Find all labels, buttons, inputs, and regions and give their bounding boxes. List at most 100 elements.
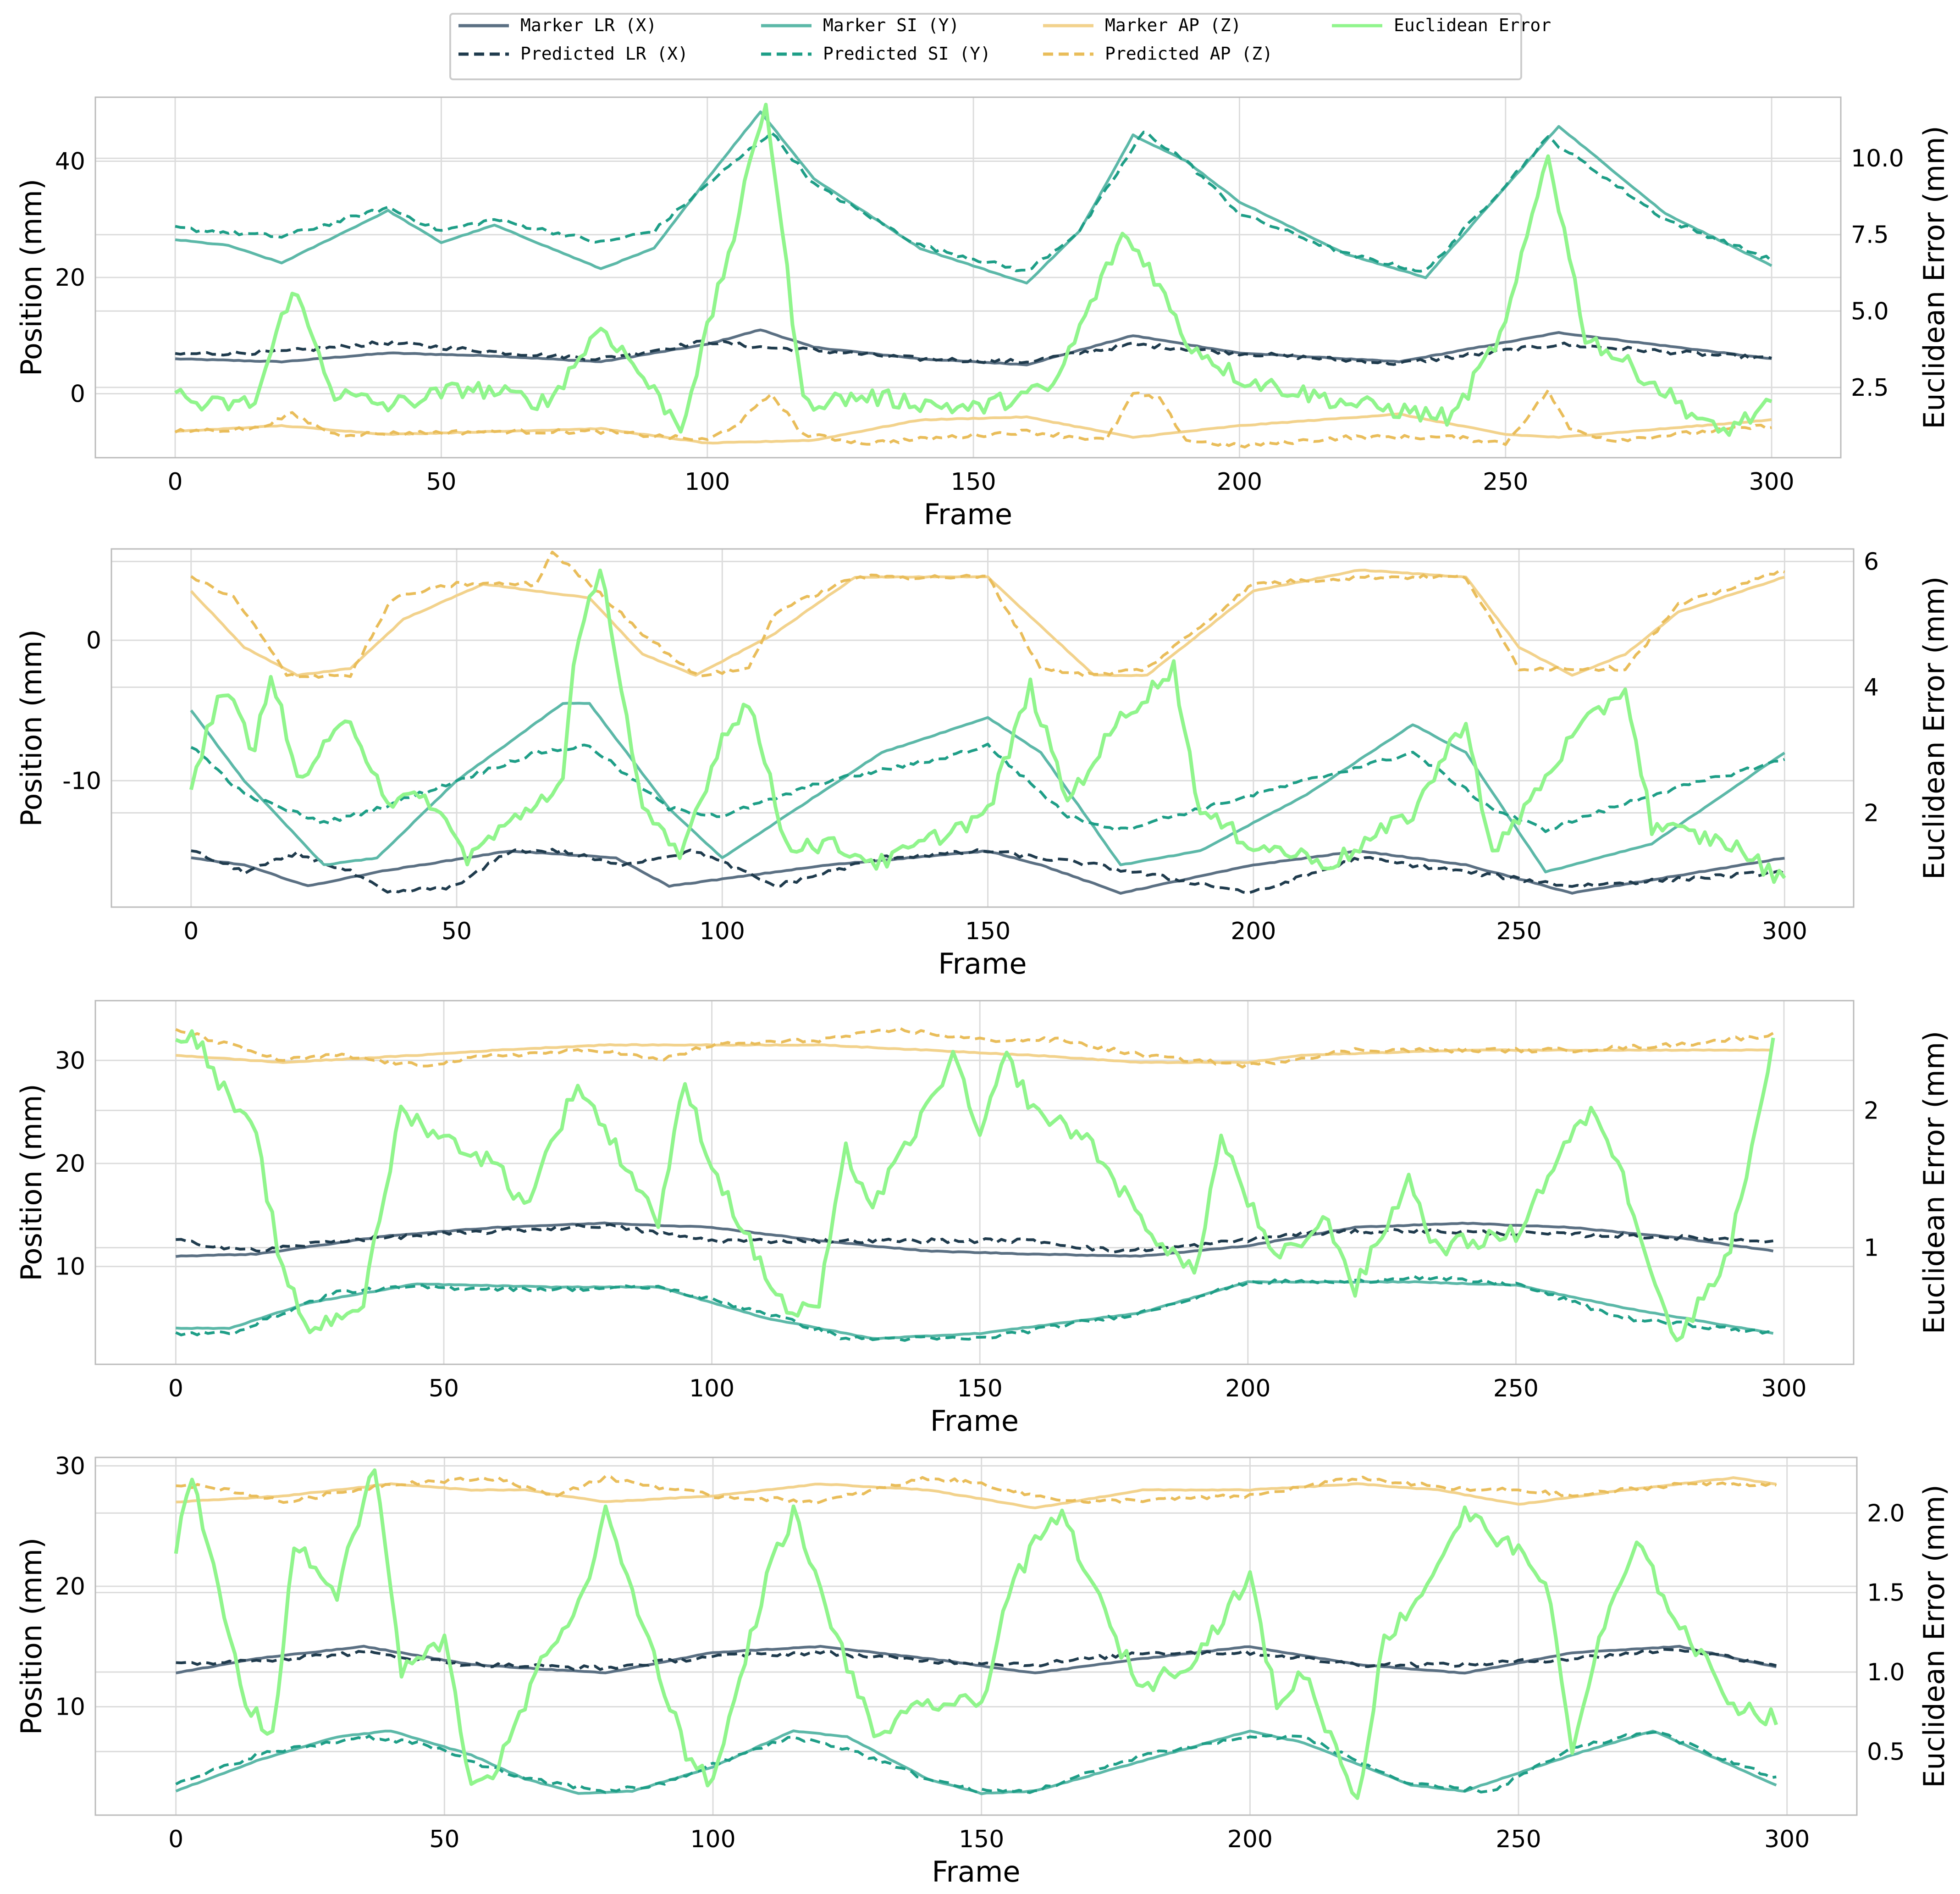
x-tick-label: 200 [1231, 918, 1276, 945]
x-tick-label: 150 [959, 1826, 1004, 1853]
x-tick-label: 200 [1225, 1375, 1270, 1402]
x-tick-label: 0 [168, 1375, 183, 1402]
y2-tick-label: 5.0 [1851, 298, 1889, 325]
y-tick-label: 0 [70, 381, 85, 408]
series-line-marker-ap [190, 569, 1785, 677]
y-tick-label: 10 [55, 1253, 85, 1281]
chart-panel-2: 0 50 100 150 200 250 300 -10 0 2 4 6 Frame Position (… [15, 548, 1951, 980]
legend-entry: Predicted AP (Z) [1043, 44, 1273, 64]
y2-axis-title: Euclidean Error (mm) [1917, 126, 1951, 429]
series-line-predicted-lr [191, 847, 1785, 895]
y2-tick-label: 2 [1864, 799, 1879, 827]
plot-frame [94, 1000, 1855, 1365]
plot-frame [110, 548, 1855, 908]
series-group [175, 1026, 1775, 1342]
y2-tick-label: 10.0 [1851, 145, 1904, 172]
chart-panel-4: 0 50 100 150 200 250 300 10 20 30 0.5 1.0 1.5 2.0 Fram… [15, 1452, 1951, 1888]
series-line-marker-lr [175, 328, 1772, 366]
x-tick-label: 100 [685, 468, 730, 496]
plot-area [111, 549, 1854, 907]
y2-axis-title: Euclidean Error (mm) [1917, 1031, 1951, 1335]
y-axis-title: Position (mm) [15, 179, 48, 376]
x-tick-label: 100 [700, 918, 745, 945]
legend-label: Marker SI (Y) [823, 15, 959, 35]
legend-entry: Marker SI (Y) [761, 15, 959, 35]
series-line-predicted-lr [176, 1223, 1774, 1254]
y-tick-label: 40 [55, 148, 85, 175]
x-tick-label: 150 [957, 1375, 1003, 1402]
legend: Marker LR (X) Predicted LR (X) Marker SI (… [449, 13, 1551, 80]
x-tick-label: 0 [168, 468, 183, 496]
y-tick-label: -10 [62, 767, 101, 795]
legend-label: Marker AP (Z) [1105, 15, 1241, 35]
series-line-predicted-lr [175, 339, 1772, 366]
y-tick-label: 20 [55, 1150, 85, 1178]
series-group [189, 550, 1786, 895]
x-tick-label: 200 [1227, 1826, 1273, 1853]
legend-entry: Euclidean Error [1332, 15, 1551, 35]
y-axis-title: Position (mm) [15, 1084, 48, 1281]
y2-tick-label: 1.0 [1867, 1659, 1905, 1686]
x-tick-label: 300 [1762, 918, 1807, 945]
grid [95, 1001, 1854, 1364]
plot-area [95, 1457, 1857, 1815]
legend-entry: Predicted SI (Y) [761, 44, 991, 64]
x-tick-label: 300 [1761, 1375, 1806, 1402]
x-axis-title: Frame [932, 1855, 1020, 1888]
legend-entry: Predicted LR (X) [458, 44, 688, 64]
plot-frame [94, 96, 1842, 459]
chart-panel-3: 0 50 100 150 200 250 300 10 20 30 1 2 Frame Position … [15, 1000, 1951, 1438]
y2-axis-title: Euclidean Error (mm) [1917, 576, 1951, 880]
legend-entry: Marker AP (Z) [1043, 15, 1241, 35]
series-line-predicted-ap [174, 388, 1772, 449]
y-tick-label: 30 [55, 1452, 85, 1480]
legend-label: Euclidean Error [1394, 15, 1551, 35]
y-tick-label: 0 [86, 627, 101, 654]
chart-panel-1: 0 50 100 150 200 250 300 0 20 40 2.5 5.0 7.5 10.0 Fram… [15, 96, 1951, 531]
series-line-predicted-si [175, 1730, 1777, 1794]
x-tick-label: 0 [168, 1826, 183, 1853]
series-line-error [174, 1468, 1778, 1800]
y2-tick-label: 6 [1864, 548, 1879, 576]
y-tick-label: 20 [55, 264, 85, 292]
x-tick-label: 150 [965, 918, 1010, 945]
x-tick-label: 0 [183, 918, 199, 945]
y-tick-label: 10 [55, 1694, 85, 1721]
y2-axis-title: Euclidean Error (mm) [1917, 1484, 1951, 1788]
y2-tick-label: 2.5 [1851, 374, 1889, 402]
y2-tick-label: 4 [1864, 674, 1879, 701]
series-line-predicted-si [175, 131, 1773, 273]
y2-tick-label: 1.5 [1867, 1579, 1905, 1607]
legend-label: Predicted SI (Y) [823, 44, 991, 64]
legend-label: Marker LR (X) [520, 15, 657, 35]
x-tick-label: 100 [689, 1375, 734, 1402]
series-group [174, 103, 1773, 449]
x-tick-label: 250 [1496, 918, 1541, 945]
x-tick-label: 50 [426, 468, 456, 496]
x-axis-title: Frame [930, 1404, 1019, 1438]
series-line-error [174, 103, 1772, 437]
series-line-error [175, 1029, 1775, 1342]
legend-label: Predicted LR (X) [520, 44, 688, 64]
series-line-predicted-ap [190, 550, 1785, 679]
series-line-predicted-ap [176, 1474, 1777, 1505]
y2-tick-label: 2.0 [1867, 1500, 1905, 1527]
y2-tick-label: 1 [1864, 1235, 1879, 1262]
legend-entry: Marker LR (X) [458, 15, 657, 35]
x-tick-label: 300 [1764, 1826, 1810, 1853]
x-axis-title: Frame [924, 498, 1012, 531]
series-group [174, 1468, 1778, 1800]
y-tick-label: 30 [55, 1047, 85, 1074]
legend-label: Predicted AP (Z) [1105, 44, 1273, 64]
x-tick-label: 250 [1496, 1826, 1541, 1853]
x-tick-label: 50 [429, 1375, 459, 1402]
y-axis-title: Position (mm) [15, 629, 48, 826]
plot-frame [94, 1456, 1858, 1816]
y-tick-label: 20 [55, 1573, 85, 1600]
x-axis-title: Frame [938, 947, 1027, 980]
x-tick-label: 50 [429, 1826, 459, 1853]
series-line-error [189, 568, 1786, 884]
legend-frame [449, 13, 1522, 80]
y2-tick-label: 0.5 [1867, 1738, 1905, 1766]
